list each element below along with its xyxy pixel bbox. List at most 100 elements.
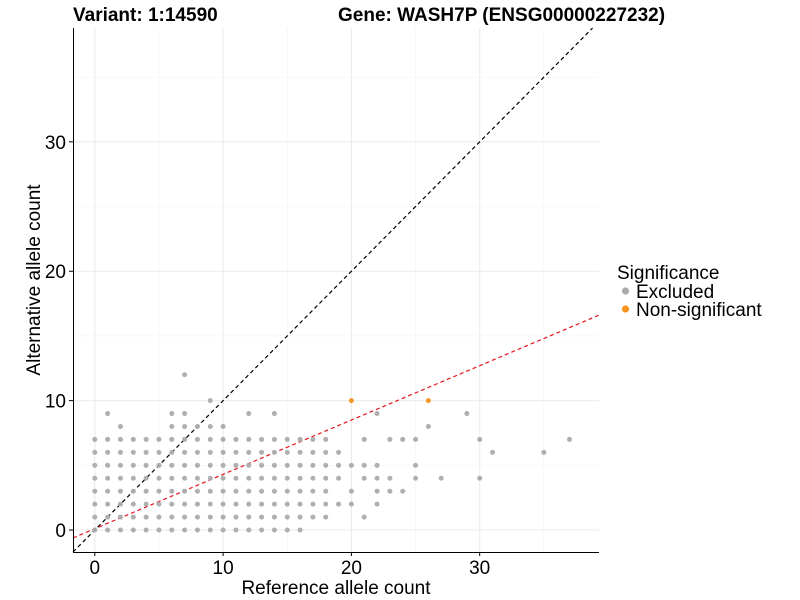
data-point-excluded bbox=[207, 423, 213, 429]
x-axis-label: Reference allele count bbox=[241, 578, 431, 599]
data-point-excluded bbox=[297, 527, 303, 533]
data-point-excluded bbox=[413, 475, 419, 481]
data-point-excluded bbox=[259, 488, 265, 494]
data-point-excluded bbox=[92, 501, 98, 507]
data-point-excluded bbox=[207, 514, 213, 520]
data-point-excluded bbox=[374, 488, 380, 494]
data-point-excluded bbox=[182, 372, 188, 378]
data-point-excluded bbox=[182, 436, 188, 442]
data-point-excluded bbox=[336, 501, 342, 507]
data-point-excluded bbox=[92, 514, 98, 520]
data-point-excluded bbox=[130, 501, 136, 507]
data-point-excluded bbox=[310, 449, 316, 455]
data-point-excluded bbox=[105, 462, 111, 468]
data-point-excluded bbox=[284, 475, 290, 481]
data-point-excluded bbox=[220, 527, 226, 533]
data-point-excluded bbox=[92, 488, 98, 494]
data-point-excluded bbox=[117, 449, 123, 455]
data-point-excluded bbox=[207, 449, 213, 455]
data-point-excluded bbox=[130, 462, 136, 468]
data-point-excluded bbox=[92, 527, 98, 533]
data-point-excluded bbox=[105, 527, 111, 533]
y-tick-label: 10 bbox=[45, 392, 66, 413]
data-point-excluded bbox=[387, 436, 393, 442]
data-point-excluded bbox=[207, 398, 213, 404]
data-point-excluded bbox=[271, 488, 277, 494]
data-point-excluded bbox=[246, 411, 252, 417]
data-point-excluded bbox=[284, 462, 290, 468]
data-point-excluded bbox=[220, 436, 226, 442]
data-point-excluded bbox=[194, 501, 200, 507]
data-point-excluded bbox=[246, 436, 252, 442]
data-point-excluded bbox=[169, 449, 175, 455]
data-point-excluded bbox=[194, 488, 200, 494]
data-point-excluded bbox=[310, 488, 316, 494]
legend-title: Significance bbox=[617, 263, 719, 284]
data-point-excluded bbox=[348, 501, 354, 507]
data-point-excluded bbox=[105, 411, 111, 417]
data-point-excluded bbox=[143, 475, 149, 481]
data-point-excluded bbox=[92, 462, 98, 468]
x-tick-label: 0 bbox=[90, 558, 101, 579]
data-point-excluded bbox=[105, 449, 111, 455]
data-point-excluded bbox=[425, 423, 431, 429]
data-point-excluded bbox=[194, 449, 200, 455]
reference-line-identity bbox=[72, 27, 594, 553]
data-point-excluded bbox=[130, 514, 136, 520]
data-point-excluded bbox=[156, 436, 162, 442]
data-point-excluded bbox=[284, 527, 290, 533]
data-points bbox=[92, 372, 572, 533]
data-point-excluded bbox=[297, 514, 303, 520]
data-point-excluded bbox=[207, 488, 213, 494]
data-point-excluded bbox=[130, 449, 136, 455]
reference-lines bbox=[72, 27, 600, 553]
data-point-excluded bbox=[156, 462, 162, 468]
x-tick-label: 10 bbox=[213, 558, 234, 579]
chart-title-gene: Gene: WASH7P (ENSG00000227232) bbox=[338, 5, 665, 26]
data-point-excluded bbox=[246, 488, 252, 494]
y-tick-label: 0 bbox=[55, 521, 66, 542]
data-point-excluded bbox=[182, 423, 188, 429]
reference-line-fit bbox=[72, 314, 600, 539]
data-point-excluded bbox=[220, 488, 226, 494]
data-point-excluded bbox=[387, 488, 393, 494]
data-point-excluded bbox=[259, 462, 265, 468]
data-point-excluded bbox=[323, 475, 329, 481]
data-point-excluded bbox=[143, 501, 149, 507]
data-point-excluded bbox=[246, 449, 252, 455]
data-point-excluded bbox=[246, 514, 252, 520]
data-point-excluded bbox=[297, 436, 303, 442]
data-point-excluded bbox=[233, 475, 239, 481]
data-point-excluded bbox=[156, 527, 162, 533]
data-point-excluded bbox=[566, 436, 572, 442]
data-point-excluded bbox=[233, 449, 239, 455]
data-point-excluded bbox=[117, 514, 123, 520]
data-point-excluded bbox=[105, 488, 111, 494]
data-point-excluded bbox=[400, 488, 406, 494]
data-point-excluded bbox=[323, 436, 329, 442]
data-point-excluded bbox=[271, 527, 277, 533]
y-axis-label: Alternative allele count bbox=[24, 184, 45, 376]
legend-label-non-significant: Non-significant bbox=[636, 300, 762, 321]
data-point-excluded bbox=[105, 436, 111, 442]
data-point-excluded bbox=[130, 527, 136, 533]
data-point-excluded bbox=[259, 436, 265, 442]
data-point-excluded bbox=[336, 475, 342, 481]
x-tick-label: 30 bbox=[469, 558, 490, 579]
data-point-excluded bbox=[130, 436, 136, 442]
data-point-excluded bbox=[477, 475, 483, 481]
data-point-excluded bbox=[169, 462, 175, 468]
data-point-excluded bbox=[233, 462, 239, 468]
legend-key-non-significant bbox=[621, 305, 630, 313]
data-point-excluded bbox=[284, 514, 290, 520]
data-point-excluded bbox=[259, 514, 265, 520]
data-point-excluded bbox=[336, 449, 342, 455]
data-point-excluded bbox=[271, 436, 277, 442]
data-point-excluded bbox=[156, 514, 162, 520]
data-point-excluded bbox=[541, 449, 547, 455]
data-point-excluded bbox=[271, 514, 277, 520]
data-point-excluded bbox=[169, 488, 175, 494]
data-point-excluded bbox=[284, 488, 290, 494]
data-point-excluded bbox=[246, 475, 252, 481]
data-point-excluded bbox=[92, 475, 98, 481]
